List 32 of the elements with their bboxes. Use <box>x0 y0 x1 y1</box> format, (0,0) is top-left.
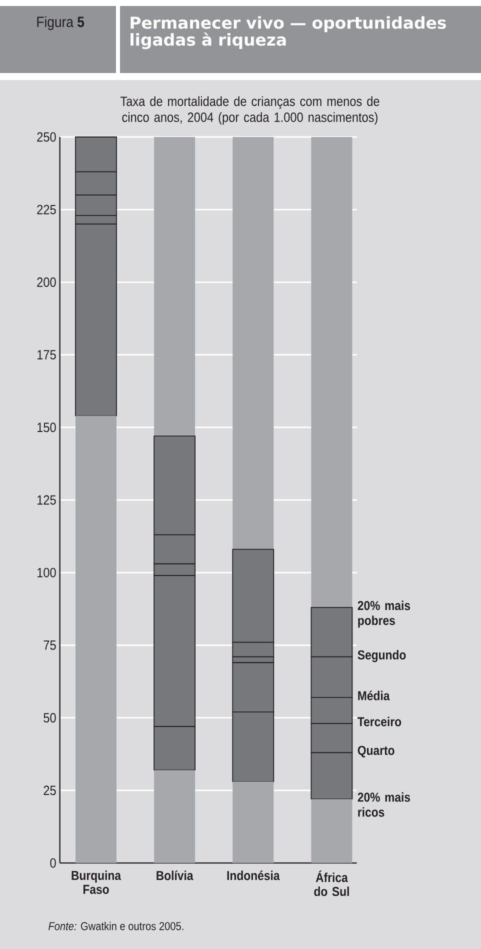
y-tick-label: 225 <box>37 204 56 214</box>
bar <box>154 770 196 863</box>
bar <box>232 136 274 550</box>
x-tick-label: Bolívia <box>156 870 194 880</box>
chart-title: Permanecer vivo — oportunidades ligadas à riqueza <box>130 16 446 50</box>
bar <box>76 416 116 863</box>
bar <box>311 136 352 608</box>
bar <box>311 799 352 863</box>
bar <box>232 782 274 863</box>
x-tick-label: África do Sul <box>314 870 349 896</box>
text: Figura 5 <box>37 16 84 30</box>
y-tick-label: 50 <box>44 713 56 723</box>
x-tick-label: Indonésia <box>227 870 280 880</box>
chart-subtitle: Taxa de mortalidade de crianças com menos de cinco anos, 2004 (por cada 1.000 nascimentos) <box>120 96 380 125</box>
y-tick-label: 0 <box>50 858 56 868</box>
text: Fonte: Gwatkin e outros 2005. <box>48 922 184 930</box>
annotation: Média <box>358 690 390 700</box>
y-tick-label: 125 <box>37 495 56 505</box>
y-tick-label: 200 <box>37 277 56 287</box>
annotation: Terceiro <box>358 716 402 726</box>
annotation: 20% mais pobres <box>358 600 410 628</box>
bar <box>154 136 196 436</box>
y-tick-label: 250 <box>37 132 56 142</box>
annotation: Segundo <box>358 650 406 662</box>
y-tick-label: 25 <box>44 786 56 796</box>
x-tick-label: Burquina Faso <box>72 870 122 894</box>
y-tick-label: 100 <box>37 568 56 578</box>
annotation: Quarto <box>358 746 394 758</box>
y-tick-label: 175 <box>37 350 56 360</box>
annotation: 20% mais ricos <box>358 792 410 817</box>
y-tick-label: 150 <box>37 422 56 432</box>
y-tick-label: 75 <box>44 640 56 650</box>
